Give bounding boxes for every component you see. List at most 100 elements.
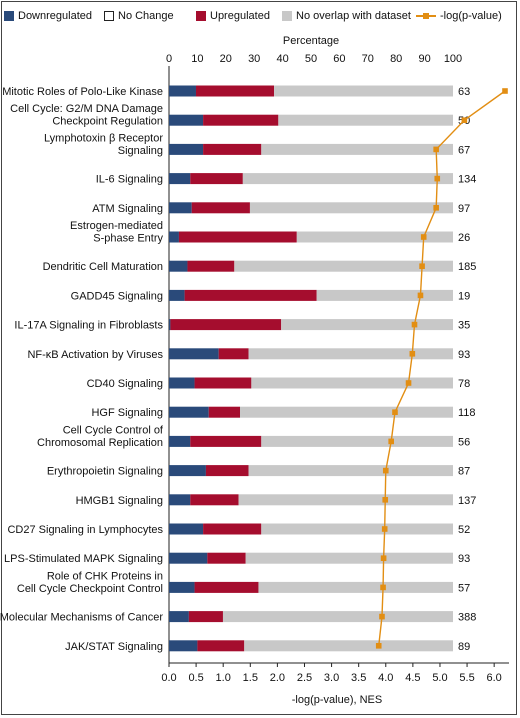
neg-log-p-marker (382, 467, 389, 474)
bar-downregulated (169, 640, 198, 652)
neg-log-p-marker (433, 205, 439, 211)
gene-count-label: 57 (458, 582, 470, 594)
pathway-label-line: Chromosomal Replication (37, 437, 163, 449)
bar-downregulated (169, 202, 192, 214)
bar-upregulated (205, 465, 249, 477)
bottom-tick-label: 4.5 (405, 672, 420, 684)
bottom-tick-label: 0.5 (188, 672, 203, 684)
bar-upregulated (203, 143, 262, 155)
top-tick-label: 50 (305, 53, 317, 65)
pathway-label: Estrogen-mediated S-phase Entry (70, 220, 163, 245)
bar-downregulated (169, 435, 191, 447)
neg-log-p-marker (409, 351, 416, 357)
pathway-label: Mitotic Roles of Polo-Like Kinase (2, 86, 163, 98)
neg-log-p-marker (434, 175, 441, 182)
pathway-label: IL-17A Signaling in Fibroblasts (14, 320, 163, 332)
pathway-label: LPS-Stimulated MAPK Signaling (4, 553, 163, 565)
bar-downregulated (169, 581, 195, 593)
bar-downregulated (169, 523, 204, 535)
legend-item-no-change: No Change (104, 9, 174, 23)
top-tick-label: 100 (444, 53, 462, 65)
top-tick-label: 40 (276, 53, 288, 65)
bottom-tick-label: 5.0 (432, 672, 447, 684)
neg-log-p-marker (417, 292, 424, 299)
gene-count-label: 89 (458, 641, 470, 653)
neg-log-p-marker (420, 234, 427, 240)
bar-upregulated (187, 260, 235, 272)
top-tick-label: 20 (220, 53, 232, 65)
top-tick-label: 70 (362, 53, 374, 65)
bar-downregulated (169, 319, 171, 331)
bar-no-overlap (251, 377, 453, 389)
legend-item-no-overlap: No overlap with dataset (282, 9, 411, 23)
bar-no-overlap (261, 435, 453, 447)
gene-count-label: 93 (458, 349, 470, 361)
bar-no-overlap (278, 114, 453, 126)
bar-downregulated (169, 465, 206, 477)
bar-upregulated (197, 640, 245, 652)
pathway-label-line: Checkpoint Regulation (52, 116, 163, 128)
bar-downregulated (169, 611, 189, 623)
neg-log-p-marker (461, 117, 468, 123)
bar-downregulated (169, 231, 179, 243)
pathway-label-line: Cell Cycle: G2/M DNA Damage (10, 103, 163, 115)
gene-count-label: 118 (458, 407, 476, 419)
pathway-label-line: Lymphotoxin β Receptor (44, 132, 163, 144)
top-tick-label: 90 (418, 53, 430, 65)
bar-upregulated (218, 348, 249, 360)
pathway-label: HGF Signaling (91, 407, 163, 419)
legend-swatch-upregulated (196, 11, 206, 21)
legend-label: -log(p-value) (440, 10, 502, 22)
bar-downregulated (169, 494, 191, 506)
bottom-tick-label: 2.0 (270, 672, 285, 684)
bar-no-overlap (238, 494, 453, 506)
neg-log-p-marker (433, 146, 439, 153)
legend-swatch-no-overlap (282, 11, 292, 21)
legend-label: Downregulated (18, 10, 92, 22)
bar-upregulated (184, 289, 317, 301)
bar-downregulated (169, 377, 195, 389)
pathway-label: CD40 Signaling (87, 378, 163, 390)
neg-log-p-line (378, 90, 506, 646)
bar-no-overlap (244, 640, 453, 652)
top-tick-label: 80 (390, 53, 402, 65)
bar-upregulated (190, 173, 243, 185)
bar-upregulated (203, 523, 262, 535)
bar-upregulated (178, 231, 297, 243)
gene-count-label: 97 (458, 203, 470, 215)
bar-downregulated (169, 552, 208, 564)
bar-downregulated (169, 406, 209, 418)
neg-log-p-marker (388, 438, 394, 445)
top-axis-title: Percentage (283, 35, 339, 47)
pathway-label: Cell Cycle: G2/M DNA Damage Checkpoint Re… (10, 103, 163, 128)
pathway-label-line: Estrogen-mediated (70, 220, 163, 232)
bar-no-overlap (274, 85, 453, 97)
bar-no-overlap (248, 465, 453, 477)
pathway-label: Lymphotoxin β Receptor Signaling (44, 132, 163, 157)
pathway-label: Erythropoietin Signaling (47, 466, 163, 478)
legend-label: Upregulated (210, 10, 270, 22)
gene-count-label: 134 (458, 174, 476, 186)
bar-no-overlap (261, 523, 453, 535)
bar-upregulated (188, 611, 223, 623)
bottom-tick-label: 2.5 (297, 672, 312, 684)
neg-log-p-marker (502, 88, 508, 94)
bar-downregulated (169, 348, 219, 360)
gene-count-label: 78 (458, 378, 470, 390)
neg-log-p-marker (380, 584, 386, 591)
gene-count-label: 63 (458, 86, 470, 98)
bar-upregulated (208, 406, 240, 418)
pathway-label-line: S-phase Entry (93, 233, 163, 245)
bar-no-overlap (245, 552, 453, 564)
bar-upregulated (191, 202, 250, 214)
bar-downregulated (169, 289, 185, 301)
bar-no-overlap (248, 348, 453, 360)
bottom-tick-label: 3.0 (324, 672, 339, 684)
gene-count-label: 67 (458, 144, 470, 156)
pathway-label: CD27 Signaling in Lymphocytes (7, 524, 163, 536)
pathway-label: Molecular Mechanisms of Cancer (0, 612, 163, 624)
bottom-tick-label: 0.0 (161, 672, 176, 684)
legend-swatch-downregulated (4, 11, 14, 21)
